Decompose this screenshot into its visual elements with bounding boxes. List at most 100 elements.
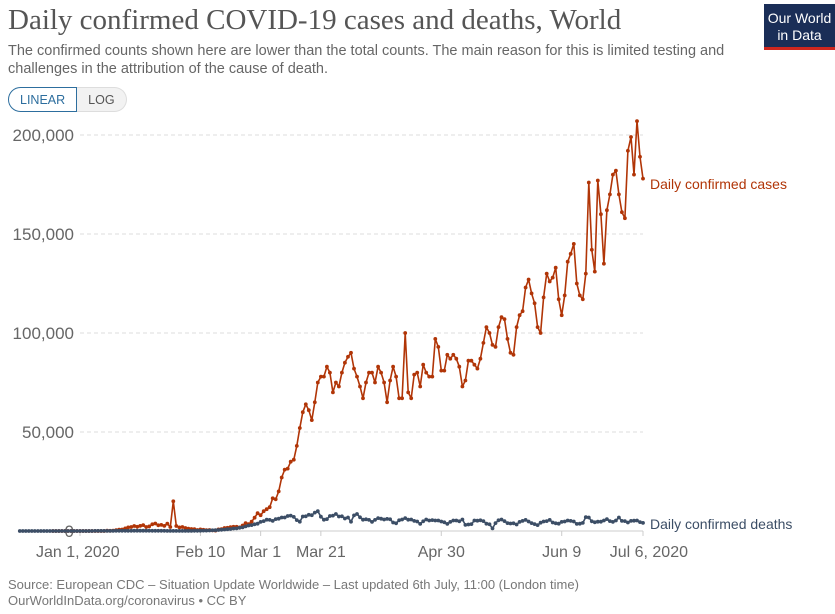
data-point[interactable] [192,528,197,533]
data-point[interactable] [460,517,465,522]
data-point[interactable] [63,529,67,533]
data-point[interactable] [511,352,516,357]
data-point[interactable] [451,518,456,523]
data-point[interactable] [261,509,266,514]
data-point[interactable] [526,519,531,524]
data-point[interactable] [364,380,368,385]
data-point[interactable] [270,519,275,523]
data-point[interactable] [511,521,516,526]
data-point[interactable] [620,519,624,523]
data-point[interactable] [361,517,365,522]
data-point[interactable] [635,119,639,123]
data-point[interactable] [207,528,212,533]
data-point[interactable] [478,356,483,361]
data-point[interactable] [532,522,537,526]
data-point[interactable] [635,518,639,523]
data-point[interactable] [373,380,377,385]
data-point[interactable] [81,529,85,533]
data-point[interactable] [457,364,462,369]
data-point[interactable] [264,517,269,522]
data-point[interactable] [337,514,341,519]
data-point[interactable] [249,523,254,527]
data-point[interactable] [544,271,549,276]
data-point[interactable] [496,325,501,329]
data-point[interactable] [445,522,450,526]
data-point[interactable] [26,529,31,533]
data-point[interactable] [632,172,636,177]
data-point[interactable] [595,178,600,183]
data-point[interactable] [439,368,444,373]
data-point[interactable] [493,521,498,525]
data-point[interactable] [595,519,600,524]
data-point[interactable] [641,176,645,181]
data-point[interactable] [484,521,489,526]
data-point[interactable] [391,364,395,369]
data-point[interactable] [150,528,155,533]
data-point[interactable] [349,350,353,355]
data-point[interactable] [430,518,435,522]
data-point[interactable] [334,512,338,516]
data-point[interactable] [550,520,555,525]
data-point[interactable] [514,325,519,329]
data-point[interactable] [285,514,290,518]
data-point[interactable] [174,529,179,533]
data-point[interactable] [415,519,420,524]
data-point[interactable] [315,509,320,514]
data-point[interactable] [51,529,55,533]
data-point[interactable] [517,313,522,318]
data-point[interactable] [586,180,591,185]
linear-scale-button[interactable]: LINEAR [8,87,78,112]
data-point[interactable] [358,384,362,389]
data-point[interactable] [608,519,612,523]
data-point[interactable] [174,524,179,528]
data-point[interactable] [541,295,546,300]
data-point[interactable] [617,192,621,197]
data-point[interactable] [177,529,182,533]
data-point[interactable] [340,370,344,375]
data-point[interactable] [490,343,495,347]
data-point[interactable] [406,390,411,395]
data-point[interactable] [541,519,546,524]
data-point[interactable] [228,527,233,531]
data-point[interactable] [556,521,561,526]
data-point[interactable] [288,513,293,518]
data-point[interactable] [466,522,471,527]
data-point[interactable] [626,148,630,153]
data-point[interactable] [364,517,368,522]
data-point[interactable] [279,515,284,520]
data-point[interactable] [394,521,398,526]
data-point[interactable] [90,529,94,533]
data-point[interactable] [469,358,474,363]
data-point[interactable] [105,529,109,533]
data-point[interactable] [535,523,540,527]
data-point[interactable] [132,528,137,533]
data-point[interactable] [457,519,462,524]
data-point[interactable] [312,510,317,515]
data-point[interactable] [517,520,522,524]
data-point[interactable] [252,522,257,527]
data-point[interactable] [418,384,423,389]
data-point[interactable] [144,528,149,533]
data-point[interactable] [538,520,543,525]
data-point[interactable] [291,515,296,519]
data-point[interactable] [198,528,203,533]
data-point[interactable] [454,518,459,523]
data-point[interactable] [571,242,576,246]
data-point[interactable] [246,523,251,528]
data-point[interactable] [484,325,489,329]
data-point[interactable] [352,513,356,518]
data-point[interactable] [502,317,507,321]
data-point[interactable] [177,525,182,530]
data-point[interactable] [562,293,567,298]
data-point[interactable] [565,259,570,264]
data-point[interactable] [343,360,347,365]
data-point[interactable] [334,380,338,385]
data-point[interactable] [629,135,633,139]
data-point[interactable] [427,374,432,379]
data-point[interactable] [150,522,155,527]
data-point[interactable] [472,362,477,367]
data-point[interactable] [273,497,278,502]
data-point[interactable] [237,525,242,530]
data-point[interactable] [282,515,287,520]
data-point[interactable] [111,529,115,533]
